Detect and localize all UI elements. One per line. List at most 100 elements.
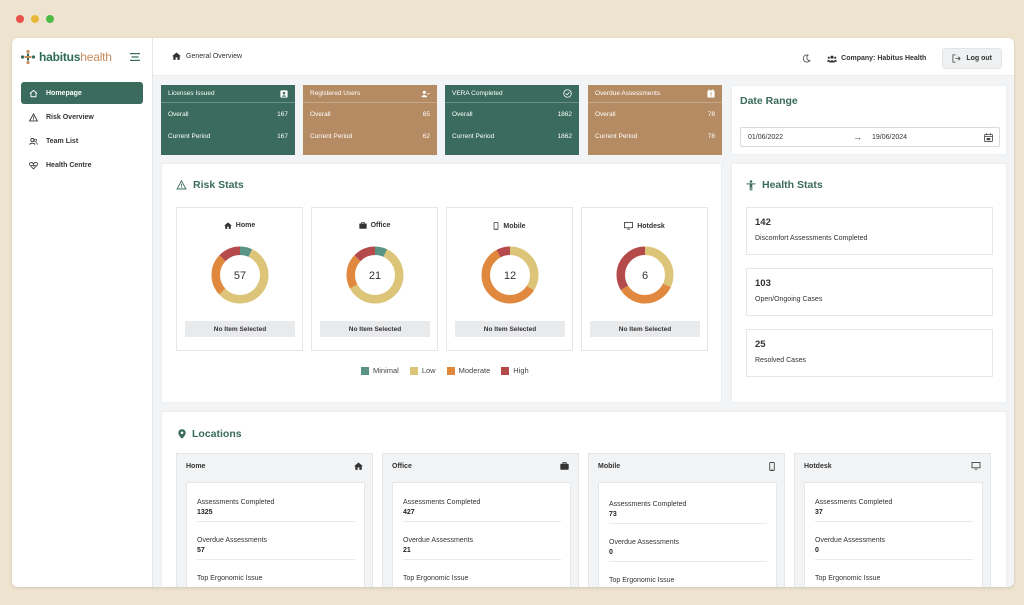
donut-segment-minimal[interactable] xyxy=(211,246,269,304)
donut-segment-minimal[interactable] xyxy=(346,246,404,304)
health-stats-card: Health Stats 142 Discomfort Assessments C… xyxy=(731,163,1007,403)
locations-card: Locations Home Assessments Completed 1325… xyxy=(161,411,1007,587)
location-details: Assessments Completed 427 Overdue Assessm… xyxy=(392,482,571,587)
donut-inner-ring xyxy=(490,255,530,295)
logo-mark-icon xyxy=(20,49,36,65)
sidebar-item-homepage[interactable]: Homepage xyxy=(21,82,143,104)
legend-item-low[interactable]: Low xyxy=(409,366,436,375)
kpi-registered-users: Registered Users Overall 65 Current Perio… xyxy=(303,85,437,155)
menu-toggle-icon[interactable] xyxy=(130,53,140,61)
location-assessments: Assessments Completed 73 xyxy=(609,501,767,524)
donut-segment-high[interactable] xyxy=(481,246,539,304)
kpi-period-label: Current Period xyxy=(595,132,638,140)
location-overdue-value: 21 xyxy=(403,547,411,554)
location-hotdesk: Hotdesk Assessments Completed 37 Overdue … xyxy=(794,453,991,587)
kpi-overall-value: 1862 xyxy=(557,110,572,118)
legend-swatch xyxy=(446,366,455,375)
brand-name-bold: habitus xyxy=(39,50,81,64)
location-header: Hotdesk xyxy=(804,462,981,470)
sidebar-item-label: Health Centre xyxy=(46,161,92,169)
kpi-overdue-assessments: Overdue Assessments Overall 78 Current Pe… xyxy=(588,85,722,155)
donut-chart-mobile[interactable]: 12 xyxy=(478,243,542,307)
donut-segment-low[interactable] xyxy=(211,246,269,304)
donut-segment-high[interactable] xyxy=(616,246,674,304)
kpi-period-value: 62 xyxy=(422,132,430,140)
top-bar: General Overview Company: Habitus Health… xyxy=(153,38,1014,76)
date-start[interactable]: 01/06/2022 xyxy=(748,133,784,141)
maximize-window-dot[interactable] xyxy=(46,15,54,23)
location-issue: Top Ergonomic Issue xyxy=(197,575,355,587)
sidebar-item-risk-overview[interactable]: Risk Overview xyxy=(21,106,143,128)
phone-icon xyxy=(769,462,775,471)
kpi-overall-value: 65 xyxy=(422,110,430,118)
donut-segment-moderate[interactable] xyxy=(346,246,404,304)
kpi-period-label: Current Period xyxy=(310,132,353,140)
kpi-header: Overdue Assessments xyxy=(588,85,722,103)
location-overdue-value: 0 xyxy=(609,549,613,556)
risk-stats-header: Risk Stats xyxy=(176,179,244,191)
briefcase-icon xyxy=(358,222,367,229)
location-assessments: Assessments Completed 427 xyxy=(403,499,561,522)
moon-icon[interactable] xyxy=(802,54,811,63)
donut-segment-moderate[interactable] xyxy=(211,246,269,304)
brand-logo[interactable]: habitushealth xyxy=(20,49,112,65)
legend-item-high[interactable]: High xyxy=(501,366,529,375)
location-assessments-label: Assessments Completed xyxy=(815,499,893,506)
date-end[interactable]: 19/06/2024 xyxy=(872,133,908,141)
location-mobile: Mobile Assessments Completed 73 Overdue A… xyxy=(588,453,785,587)
location-overdue: Overdue Assessments 57 xyxy=(197,537,355,560)
location-assessments-value: 73 xyxy=(609,511,617,518)
kpi-overall-label: Overall xyxy=(310,110,331,118)
location-overdue: Overdue Assessments 0 xyxy=(815,537,973,560)
location-header: Mobile xyxy=(598,462,775,471)
location-assessments-value: 1325 xyxy=(197,509,213,516)
donut-chart-hotdesk[interactable]: 6 xyxy=(613,243,677,307)
donut-inner-ring xyxy=(355,255,395,295)
health-stat-label: Resolved Cases xyxy=(755,357,806,364)
sidebar-item-health-centre[interactable]: Health Centre xyxy=(21,154,143,176)
donut-segment-moderate[interactable] xyxy=(616,246,674,304)
id-card-icon xyxy=(280,89,288,98)
kpi-overall-value: 167 xyxy=(277,110,288,118)
location-header: Office xyxy=(392,462,569,470)
home-icon xyxy=(172,52,181,60)
kpi-period-row: Current Period 167 xyxy=(161,125,295,147)
location-assessments-value: 427 xyxy=(403,509,415,516)
calendar-icon[interactable] xyxy=(984,132,993,142)
location-assessments-label: Assessments Completed xyxy=(609,501,687,508)
kpi-period-row: Current Period 62 xyxy=(303,125,437,147)
kpi-title: Registered Users xyxy=(310,90,361,97)
risk-box-office: Office 21 No Item Selected xyxy=(311,207,438,351)
donut-chart-home[interactable]: 57 xyxy=(208,243,272,307)
legend-item-minimal[interactable]: Minimal xyxy=(361,366,399,375)
sidebar-item-label: Homepage xyxy=(46,89,82,97)
donut-total: 21 xyxy=(369,270,381,282)
kpi-header: VERA Completed xyxy=(445,85,579,103)
logout-button[interactable]: Log out xyxy=(942,48,1002,69)
donut-segment-low[interactable] xyxy=(346,246,404,304)
donut-segment-moderate[interactable] xyxy=(481,246,539,304)
company-indicator: Company: Habitus Health xyxy=(827,55,926,63)
sidebar: habitushealth Homepage Risk Overview Tea… xyxy=(12,38,153,587)
location-overdue-value: 0 xyxy=(815,547,819,554)
kpi-title: VERA Completed xyxy=(452,90,503,97)
location-name: Hotdesk xyxy=(804,462,832,470)
location-name: Home xyxy=(186,462,206,470)
sidebar-item-team-list[interactable]: Team List xyxy=(21,130,143,152)
risk-box-title: Office xyxy=(312,222,437,229)
monitor-icon xyxy=(971,462,981,470)
logout-label: Log out xyxy=(966,55,992,62)
location-name: Mobile xyxy=(598,463,621,470)
date-range-card: Date Range 01/06/2022 → 19/06/2024 xyxy=(731,85,1007,155)
minimize-window-dot[interactable] xyxy=(31,15,39,23)
health-stats-title: Health Stats xyxy=(762,179,823,191)
legend-item-moderate[interactable]: Moderate xyxy=(446,366,490,375)
location-assessments: Assessments Completed 37 xyxy=(815,499,973,522)
health-stat-resolved-cases: 25 Resolved Cases xyxy=(746,329,993,377)
breadcrumb: General Overview xyxy=(172,52,242,60)
close-window-dot[interactable] xyxy=(16,15,24,23)
donut-chart-office[interactable]: 21 xyxy=(343,243,407,307)
risk-box-title: Home xyxy=(177,222,302,229)
date-range-picker[interactable]: 01/06/2022 → 19/06/2024 xyxy=(740,127,1000,147)
sidebar-item-label: Risk Overview xyxy=(46,113,94,121)
